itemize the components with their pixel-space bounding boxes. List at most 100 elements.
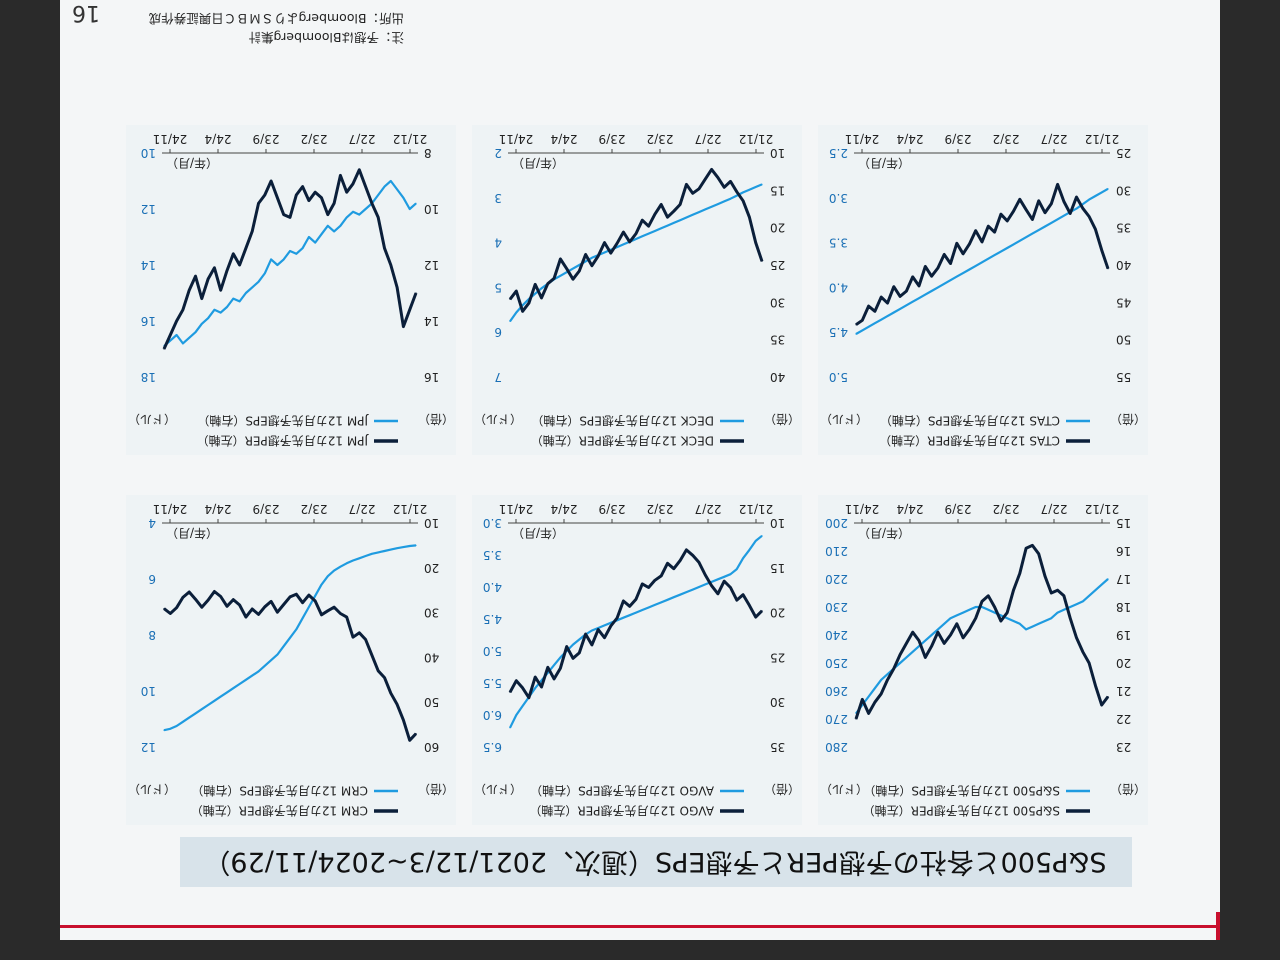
per-data-point [692, 192, 694, 194]
per-data-point [956, 623, 958, 625]
period-label: （年/月） [512, 156, 564, 170]
per-data-point [409, 739, 411, 741]
eps-data-point [1063, 609, 1065, 611]
per-data-point [704, 178, 706, 180]
right-tick-label: 7 [494, 370, 502, 384]
eps-data-point [949, 279, 952, 281]
eps-data-point [1000, 250, 1002, 253]
eps-data-point [723, 576, 725, 578]
per-data-point [956, 242, 958, 244]
per-data-point [308, 594, 310, 596]
left-tick-label: 30 [1116, 183, 1131, 197]
per-data-point [1057, 183, 1059, 185]
per-data-point [868, 305, 870, 307]
per-data-point [622, 600, 624, 602]
per-data-point [635, 232, 637, 235]
eps-data-point [931, 634, 933, 636]
per-data-point [975, 617, 977, 619]
per-data-point [182, 309, 184, 311]
x-tick-label: 24/4 [551, 502, 578, 516]
per-data-point [603, 637, 606, 639]
eps-data-point [540, 287, 543, 289]
eps-data-point [358, 213, 360, 216]
legend-label: CRM 12カ月先予想EPS（右軸） [191, 784, 368, 799]
eps-data-point [1107, 188, 1109, 190]
eps-data-point [320, 233, 323, 235]
eps-data-point [1006, 247, 1008, 249]
x-tick-label: 23/2 [647, 502, 674, 516]
per-data-point [295, 593, 297, 595]
per-data-point [251, 230, 253, 232]
per-data-point [566, 268, 568, 270]
per-data-point [584, 253, 587, 256]
eps-data-point [1094, 589, 1096, 591]
left-tick-label: 10 [424, 516, 439, 530]
left-axis-unit: （倍） [1110, 782, 1146, 797]
per-data-point [364, 638, 367, 641]
eps-data-point [899, 662, 901, 664]
left-axis-unit: （倍） [764, 782, 800, 797]
left-tick-label: 14 [424, 314, 439, 328]
right-tick-label: 4.5 [483, 612, 502, 626]
eps-data-point [333, 230, 335, 232]
eps-data-point [314, 241, 316, 244]
x-tick-label: 24/11 [845, 502, 880, 516]
per-data-point [1038, 200, 1040, 202]
eps-data-point [1006, 617, 1008, 619]
per-data-point [597, 255, 599, 257]
eps-data-point [201, 708, 203, 710]
per-data-point [729, 586, 732, 589]
per-data-point [1057, 589, 1059, 591]
per-data-point [358, 169, 360, 171]
left-tick-label: 10 [770, 146, 785, 160]
per-data-point [981, 241, 983, 243]
per-data-point [949, 262, 952, 265]
per-data-point [912, 631, 914, 633]
per-data-point [1025, 209, 1027, 211]
left-tick-label: 19 [1116, 628, 1131, 642]
right-tick-label: 250 [825, 656, 848, 670]
per-data-point [207, 278, 209, 280]
per-data-point [1019, 572, 1021, 574]
x-tick-label: 22/7 [695, 502, 722, 516]
left-axis-unit: （倍） [418, 782, 454, 797]
per-data-point [1044, 575, 1046, 577]
eps-data-point [761, 535, 763, 537]
left-tick-label: 25 [1116, 146, 1131, 160]
right-tick-label: 12 [141, 202, 156, 216]
per-data-point [893, 668, 895, 670]
left-tick-label: 35 [770, 740, 785, 754]
per-data-point [339, 612, 341, 615]
eps-data-point [717, 578, 719, 580]
eps-data-point [905, 656, 907, 658]
x-tick-label: 21/12 [1085, 132, 1120, 146]
eps-data-point [616, 246, 618, 248]
left-tick-label: 25 [770, 258, 785, 272]
eps-data-point [698, 211, 700, 213]
eps-data-point [861, 329, 863, 331]
per-data-point [515, 680, 517, 682]
per-data-point [276, 197, 278, 199]
per-data-point [1094, 228, 1096, 230]
eps-data-point [994, 612, 996, 614]
per-data-point [981, 600, 983, 602]
x-tick-label: 23/9 [945, 132, 972, 146]
per-data-point [232, 599, 234, 601]
document-page: S&P500と各社の予想PERと予想EPS（週次、2021/12/3~2024/… [60, 0, 1220, 940]
per-data-point [949, 634, 952, 636]
right-tick-label: 2 [494, 146, 502, 160]
per-data-point [566, 646, 568, 648]
per-data-point [666, 562, 669, 564]
period-label: （年/月） [858, 526, 910, 540]
per-data-point [402, 325, 404, 328]
right-tick-label: 14 [141, 258, 156, 272]
eps-data-point [692, 214, 694, 216]
x-tick-label: 24/4 [897, 502, 924, 516]
eps-data-point [509, 320, 511, 322]
per-data-point [597, 629, 599, 631]
right-axis-unit: （ドル） [474, 782, 522, 796]
eps-data-point [339, 225, 341, 227]
per-data-point [1069, 212, 1071, 215]
eps-data-point [975, 606, 977, 608]
per-data-point [377, 216, 379, 218]
